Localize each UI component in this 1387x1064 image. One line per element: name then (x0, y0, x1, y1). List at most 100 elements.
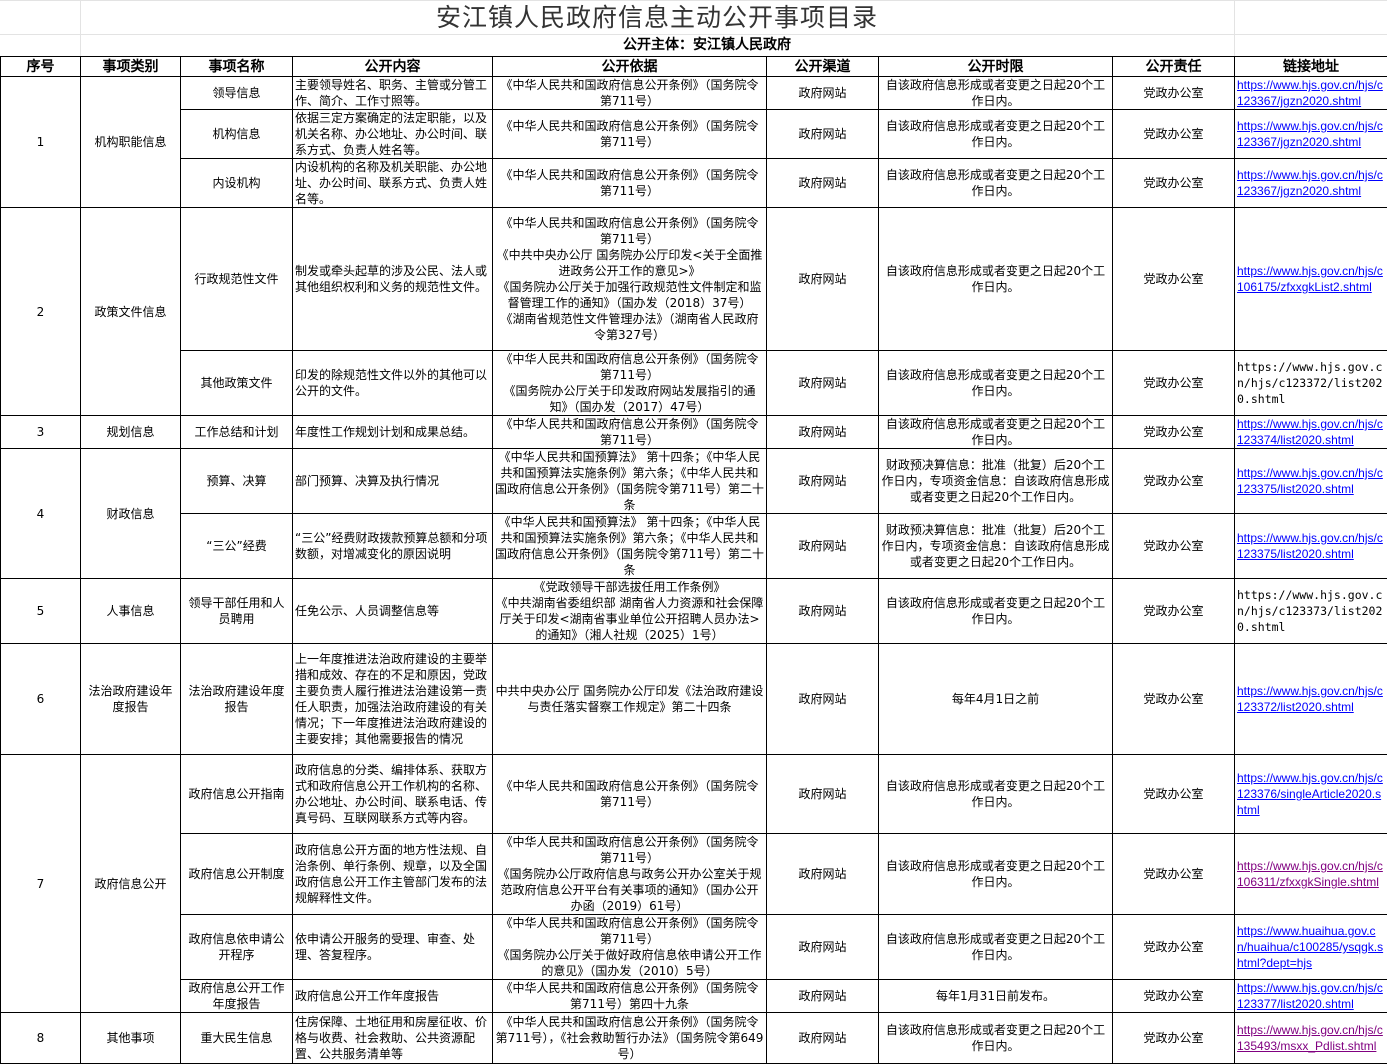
item-category: 人事信息 (81, 579, 181, 644)
table-row: 其他政策文件印发的除规范性文件以外的其他可以公开的文件。《中华人民共和国政府信息… (1, 351, 1387, 416)
item-channel: 政府网站 (767, 980, 879, 1013)
table-row: “三公”经费“三公”经费财政拨款预算总额和分项数额，对增减变化的原因说明《中华人… (1, 514, 1387, 579)
item-channel: 政府网站 (767, 834, 879, 915)
item-link-cell: https://www.hjs.gov.cn/hjs/c123377/list2… (1235, 980, 1387, 1013)
item-channel: 政府网站 (767, 915, 879, 980)
item-name: 其他政策文件 (181, 351, 293, 416)
item-name: 领导信息 (181, 77, 293, 110)
item-responsibility: 党政办公室 (1113, 980, 1235, 1013)
item-responsibility: 党政办公室 (1113, 579, 1235, 644)
link-address[interactable]: https://www.hjs.gov.cn/hjs/c106175/zfxxg… (1237, 263, 1385, 295)
page-title: 安江镇人民政府信息主动公开事项目录 (80, 2, 1234, 34)
item-link-cell: https://www.hjs.gov.cn/hjs/c123372/list2… (1235, 351, 1387, 416)
item-link-cell: https://www.huaihua.gov.cn/huaihua/c1002… (1235, 915, 1387, 980)
item-basis: 中共中央办公厅 国务院办公厅印发《法治政府建设与责任落实督察工作规定》第二十四条 (493, 644, 767, 755)
link-address[interactable]: https://www.hjs.gov.cn/hjs/c123374/list2… (1237, 416, 1385, 448)
header-name: 事项名称 (181, 57, 293, 77)
item-content: 政府信息的分类、编排体系、获取方式和政府信息公开工作机构的名称、办公地址、办公时… (293, 755, 493, 834)
item-time-limit: 每年1月31日前发布。 (879, 980, 1113, 1013)
link-address[interactable]: https://www.hjs.gov.cn/hjs/c123376/singl… (1237, 770, 1385, 818)
item-content: 内设机构的名称及机关职能、办公地址、办公时间、联系方式、负责人姓名等。 (293, 159, 493, 208)
item-name: 法治政府建设年度报告 (181, 644, 293, 755)
item-link-cell: https://www.hjs.gov.cn/hjs/c123374/list2… (1235, 416, 1387, 449)
link-address-text: https://www.hjs.gov.cn/hjs/c123373/list2… (1237, 587, 1385, 635)
link-address[interactable]: https://www.hjs.gov.cn/hjs/c123372/list2… (1237, 683, 1385, 715)
item-basis: 《中华人民共和国预算法》 第十四条；《中华人民共和国预算法实施条例》第六条；《中… (493, 449, 767, 514)
item-basis: 《中华人民共和国政府信息公开条例》（国务院令第711号） (493, 416, 767, 449)
item-time-limit: 自该政府信息形成或者变更之日起20个工作日内。 (879, 110, 1113, 159)
sheet-gridline (0, 0, 1387, 1)
item-name: 政府信息依申请公开程序 (181, 915, 293, 980)
item-basis: 《中华人民共和国政府信息公开条例》（国务院令第711号） (493, 110, 767, 159)
link-address[interactable]: https://www.hjs.gov.cn/hjs/c106311/zfxxg… (1237, 858, 1385, 890)
link-address[interactable]: https://www.hjs.gov.cn/hjs/c123367/jgzn2… (1237, 118, 1385, 150)
link-address[interactable]: https://www.hjs.gov.cn/hjs/c123375/list2… (1237, 465, 1385, 497)
link-address[interactable]: https://www.hjs.gov.cn/hjs/c123367/jgzn2… (1237, 77, 1385, 109)
item-channel: 政府网站 (767, 644, 879, 755)
item-content: 印发的除规范性文件以外的其他可以公开的文件。 (293, 351, 493, 416)
item-responsibility: 党政办公室 (1113, 915, 1235, 980)
item-channel: 政府网站 (767, 351, 879, 416)
link-address[interactable]: https://www.hjs.gov.cn/hjs/c123375/list2… (1237, 530, 1385, 562)
item-content: 依申请公开服务的受理、审查、处理、答复程序。 (293, 915, 493, 980)
item-name: 行政规范性文件 (181, 208, 293, 351)
item-basis: 《中华人民共和国政府信息公开条例》（国务院令第711号） (493, 159, 767, 208)
header-channel: 公开渠道 (767, 57, 879, 77)
item-responsibility: 党政办公室 (1113, 514, 1235, 579)
link-address[interactable]: https://www.hjs.gov.cn/hjs/c123377/list2… (1237, 980, 1385, 1012)
item-responsibility: 党政办公室 (1113, 77, 1235, 110)
item-channel: 政府网站 (767, 1013, 879, 1064)
item-basis: 《中华人民共和国政府信息公开条例》（国务院令第711号），《社会救助暂行办法》（… (493, 1013, 767, 1064)
item-basis: 《中华人民共和国预算法》 第十四条；《中华人民共和国预算法实施条例》第六条；《中… (493, 514, 767, 579)
item-responsibility: 党政办公室 (1113, 834, 1235, 915)
item-channel: 政府网站 (767, 77, 879, 110)
item-content: 年度性工作规划计划和成果总结。 (293, 416, 493, 449)
header-content: 公开内容 (293, 57, 493, 77)
item-responsibility: 党政办公室 (1113, 351, 1235, 416)
page-subtitle: 公开主体：安江镇人民政府 (80, 35, 1234, 55)
item-category: 财政信息 (81, 449, 181, 579)
item-time-limit: 财政预决算信息：批准（批复）后20个工作日内，专项资金信息：自该政府信息形成或者… (879, 449, 1113, 514)
item-content: 制发或牵头起草的涉及公民、法人或其他组织权利和义务的规范性文件。 (293, 208, 493, 351)
item-content: 部门预算、决算及执行情况 (293, 449, 493, 514)
link-address[interactable]: https://www.hjs.gov.cn/hjs/c123367/jgzn2… (1237, 167, 1385, 199)
item-channel: 政府网站 (767, 449, 879, 514)
link-address[interactable]: https://www.huaihua.gov.cn/huaihua/c1002… (1237, 923, 1385, 971)
item-category: 政策文件信息 (81, 208, 181, 416)
item-basis: 《党政领导干部选拔任用工作条例》 《中共湖南省委组织部 湖南省人力资源和社会保障… (493, 579, 767, 644)
item-content: “三公”经费财政拨款预算总额和分项数额，对增减变化的原因说明 (293, 514, 493, 579)
item-name: 政府信息公开工作年度报告 (181, 980, 293, 1013)
row-number: 3 (1, 416, 81, 449)
item-link-cell: https://www.hjs.gov.cn/hjs/c123375/list2… (1235, 514, 1387, 579)
item-link-cell: https://www.hjs.gov.cn/hjs/c123375/list2… (1235, 449, 1387, 514)
item-responsibility: 党政办公室 (1113, 755, 1235, 834)
item-channel: 政府网站 (767, 208, 879, 351)
item-category: 其他事项 (81, 1013, 181, 1064)
item-name: 重大民生信息 (181, 1013, 293, 1064)
item-responsibility: 党政办公室 (1113, 1013, 1235, 1064)
table-row: 内设机构内设机构的名称及机关职能、办公地址、办公时间、联系方式、负责人姓名等。《… (1, 159, 1387, 208)
sheet-gridline (1234, 0, 1235, 56)
header-basis: 公开依据 (493, 57, 767, 77)
item-responsibility: 党政办公室 (1113, 208, 1235, 351)
item-content: 住房保障、土地征用和房屋征收、价格与收费、社会救助、公共资源配置、公共服务清单等 (293, 1013, 493, 1064)
item-channel: 政府网站 (767, 514, 879, 579)
table-row: 政府信息公开制度政府信息公开方面的地方性法规、自治条例、单行条例、规章，以及全国… (1, 834, 1387, 915)
table-row: 政府信息公开工作年度报告政府信息公开工作年度报告《中华人民共和国政府信息公开条例… (1, 980, 1387, 1013)
item-content: 主要领导姓名、职务、主管或分管工作、简介、工作寸照等。 (293, 77, 493, 110)
item-name: 政府信息公开指南 (181, 755, 293, 834)
header-category: 事项类别 (81, 57, 181, 77)
item-channel: 政府网站 (767, 110, 879, 159)
item-channel: 政府网站 (767, 755, 879, 834)
item-responsibility: 党政办公室 (1113, 644, 1235, 755)
table-row: 政府信息依申请公开程序依申请公开服务的受理、审查、处理、答复程序。《中华人民共和… (1, 915, 1387, 980)
item-responsibility: 党政办公室 (1113, 416, 1235, 449)
link-address-text: https://www.hjs.gov.cn/hjs/c123372/list2… (1237, 359, 1385, 407)
link-address[interactable]: https://www.hjs.gov.cn/hjs/c135493/msxx_… (1237, 1022, 1385, 1054)
item-time-limit: 自该政府信息形成或者变更之日起20个工作日内。 (879, 755, 1113, 834)
item-basis: 《中华人民共和国政府信息公开条例》（国务院令第711号） (493, 77, 767, 110)
row-number: 5 (1, 579, 81, 644)
